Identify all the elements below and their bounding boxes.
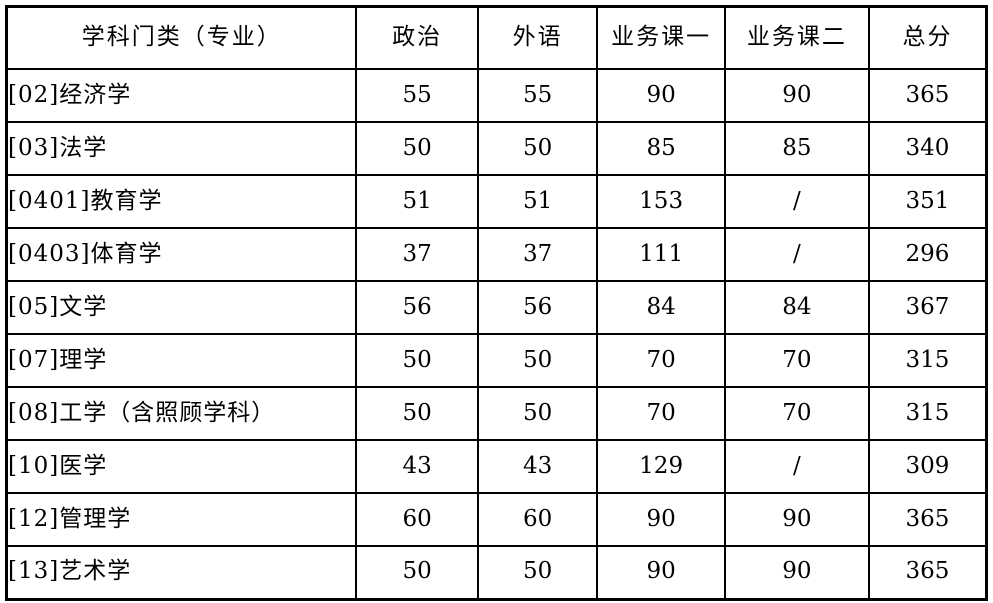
cell-foreign-language: 50 xyxy=(476,333,599,388)
cell-total-score: 340 xyxy=(867,121,988,176)
cell-foreign-language: 55 xyxy=(476,68,599,123)
cell-total-score: 309 xyxy=(867,439,988,494)
cell-course-two: 90 xyxy=(723,545,870,600)
table-row: [10]医学 43 43 129 / 309 xyxy=(5,439,988,494)
cell-course-one: 70 xyxy=(596,386,726,441)
cell-course-one: 84 xyxy=(596,280,726,335)
cell-politics: 37 xyxy=(355,227,479,282)
cell-category: [13]艺术学 xyxy=(5,545,358,600)
table-row: [12]管理学 60 60 90 90 365 xyxy=(5,492,988,547)
cell-category: [0403]体育学 xyxy=(5,227,358,282)
table-row: [07]理学 50 50 70 70 315 xyxy=(5,333,988,388)
cell-category: [05]文学 xyxy=(5,280,358,335)
cell-course-one: 70 xyxy=(596,333,726,388)
cell-category: [0401]教育学 xyxy=(5,174,358,229)
cell-total-score: 296 xyxy=(867,227,988,282)
cell-politics: 50 xyxy=(355,121,479,176)
table-row: [13]艺术学 50 50 90 90 365 xyxy=(5,545,988,600)
column-header-foreign-language: 外语 xyxy=(476,5,599,70)
cell-category: [10]医学 xyxy=(5,439,358,494)
cell-course-two: 84 xyxy=(723,280,870,335)
cell-course-two: 70 xyxy=(723,386,870,441)
cell-course-one: 85 xyxy=(596,121,726,176)
cell-foreign-language: 50 xyxy=(476,386,599,441)
cell-politics: 51 xyxy=(355,174,479,229)
table-row: [08]工学（含照顾学科） 50 50 70 70 315 xyxy=(5,386,988,441)
cell-politics: 50 xyxy=(355,386,479,441)
cell-politics: 60 xyxy=(355,492,479,547)
column-header-course-two: 业务课二 xyxy=(723,5,870,70)
cell-foreign-language: 43 xyxy=(476,439,599,494)
cell-category: [03]法学 xyxy=(5,121,358,176)
cell-politics: 43 xyxy=(355,439,479,494)
cell-course-one: 90 xyxy=(596,492,726,547)
cell-course-two: 85 xyxy=(723,121,870,176)
table-row: [0403]体育学 37 37 111 / 296 xyxy=(5,227,988,282)
column-header-category: 学科门类（专业） xyxy=(5,5,358,70)
cell-category: [02]经济学 xyxy=(5,68,358,123)
cell-foreign-language: 56 xyxy=(476,280,599,335)
cell-foreign-language: 37 xyxy=(476,227,599,282)
cell-course-one: 129 xyxy=(596,439,726,494)
cell-foreign-language: 60 xyxy=(476,492,599,547)
table-row: [05]文学 56 56 84 84 367 xyxy=(5,280,988,335)
table-row: [0401]教育学 51 51 153 / 351 xyxy=(5,174,988,229)
cell-total-score: 365 xyxy=(867,545,988,600)
cell-politics: 56 xyxy=(355,280,479,335)
cell-course-two: 90 xyxy=(723,68,870,123)
cell-politics: 50 xyxy=(355,545,479,600)
cell-course-two: 70 xyxy=(723,333,870,388)
cell-total-score: 365 xyxy=(867,68,988,123)
cell-total-score: 365 xyxy=(867,492,988,547)
cell-total-score: 351 xyxy=(867,174,988,229)
column-header-total-score: 总分 xyxy=(867,5,988,70)
cell-course-two: / xyxy=(723,439,870,494)
cell-politics: 55 xyxy=(355,68,479,123)
cell-course-one: 90 xyxy=(596,68,726,123)
cell-total-score: 367 xyxy=(867,280,988,335)
table-row: [03]法学 50 50 85 85 340 xyxy=(5,121,988,176)
cell-foreign-language: 50 xyxy=(476,545,599,600)
cell-category: [08]工学（含照顾学科） xyxy=(5,386,358,441)
cell-course-one: 153 xyxy=(596,174,726,229)
table-row: [02]经济学 55 55 90 90 365 xyxy=(5,68,988,123)
cell-total-score: 315 xyxy=(867,386,988,441)
score-cutoff-table: 学科门类（专业） 政治 外语 业务课一 业务课二 总分 [02]经济学 55 5… xyxy=(5,5,988,601)
cell-course-two: / xyxy=(723,227,870,282)
column-header-course-one: 业务课一 xyxy=(596,5,726,70)
cell-foreign-language: 51 xyxy=(476,174,599,229)
cell-course-two: / xyxy=(723,174,870,229)
cell-course-one: 111 xyxy=(596,227,726,282)
cell-category: [12]管理学 xyxy=(5,492,358,547)
cell-politics: 50 xyxy=(355,333,479,388)
cell-course-one: 90 xyxy=(596,545,726,600)
cell-total-score: 315 xyxy=(867,333,988,388)
cell-category: [07]理学 xyxy=(5,333,358,388)
column-header-politics: 政治 xyxy=(355,5,479,70)
table-header-row: 学科门类（专业） 政治 外语 业务课一 业务课二 总分 xyxy=(5,5,988,70)
cell-foreign-language: 50 xyxy=(476,121,599,176)
cell-course-two: 90 xyxy=(723,492,870,547)
